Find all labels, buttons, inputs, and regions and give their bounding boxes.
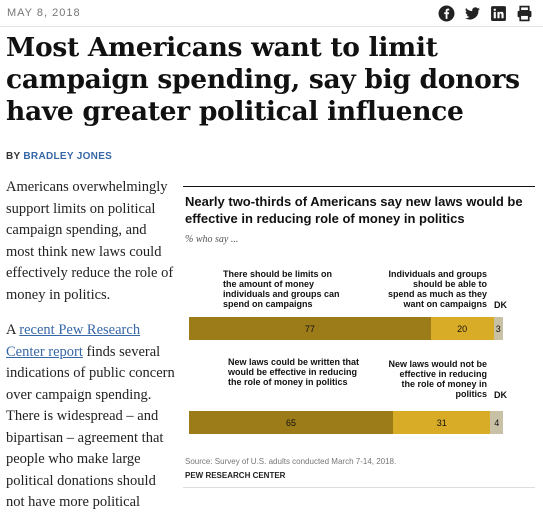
- author-link[interactable]: BRADLEY JONES: [23, 151, 113, 162]
- linkedin-icon[interactable]: [490, 5, 507, 22]
- row1-left-label: There should be limits on the amount of …: [223, 269, 340, 309]
- print-icon[interactable]: [516, 5, 533, 22]
- row2-segment-not-effective: 31: [393, 411, 491, 434]
- byline-prefix: BY: [6, 151, 21, 162]
- row1-value-dk: 3: [495, 323, 501, 334]
- report-link[interactable]: recent Pew Research Center report: [6, 322, 141, 360]
- row1-right-label: Individuals and groups should be able to…: [387, 269, 487, 309]
- chart-subtitle: % who say ...: [185, 234, 239, 245]
- row2-segment-dk: 4: [490, 411, 503, 434]
- row2-value-not-effective: 31: [436, 417, 447, 428]
- row2-segment-effective: 65: [189, 411, 394, 434]
- row1-bar: 77 20 3: [189, 317, 503, 340]
- paragraph-2: A recent Pew Research Center report find…: [6, 320, 176, 514]
- twitter-icon[interactable]: [464, 5, 481, 22]
- share-bar: [438, 5, 533, 22]
- chart-bottom-rule: [183, 487, 535, 488]
- facebook-icon[interactable]: [438, 5, 455, 22]
- chart-title: Nearly two-thirds of Americans say new l…: [185, 194, 523, 226]
- row1-dk-label: DK: [494, 300, 507, 310]
- row2-value-effective: 65: [286, 417, 297, 428]
- chart-source: Source: Survey of U.S. adults conducted …: [185, 457, 397, 466]
- row2-value-dk: 4: [494, 417, 500, 428]
- row2-dk-label: DK: [494, 390, 507, 400]
- header-divider: [0, 26, 543, 27]
- row2-bar: 65 31 4: [189, 411, 503, 434]
- row2-left-label: New laws could be written that would be …: [228, 357, 360, 387]
- paragraph-1: Americans overwhelmingly support limits …: [6, 179, 174, 303]
- article-body: Americans overwhelmingly support limits …: [6, 177, 176, 528]
- publish-date: MAY 8, 2018: [7, 7, 81, 19]
- row2-right-label: New laws would not be effective in reduc…: [388, 359, 487, 399]
- byline: BY BRADLEY JONES: [6, 151, 112, 162]
- row1-segment-dk: 3: [493, 317, 503, 340]
- row1-segment-no-limits: 20: [430, 317, 494, 340]
- paragraph-2-text: finds several indications of public conc…: [6, 343, 175, 511]
- row1-value-limits: 77: [304, 323, 315, 334]
- paragraph-2-prefix: A: [6, 322, 16, 338]
- chart-credit: PEW RESEARCH CENTER: [185, 471, 286, 480]
- article-title: Most Americans want to limit campaign sp…: [6, 32, 520, 127]
- chart-top-rule: [183, 186, 535, 187]
- row1-value-no-limits: 20: [457, 323, 468, 334]
- row1-segment-limits: 77: [189, 317, 431, 340]
